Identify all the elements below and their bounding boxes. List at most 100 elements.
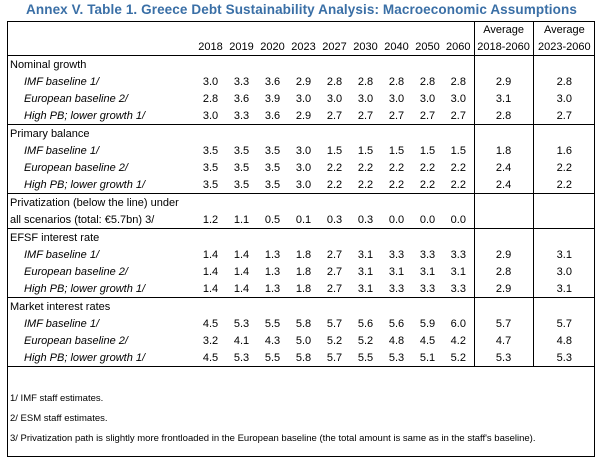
table-row: European baseline 2/3.2 4.1 4.3 5.0 5.2 5.2 4.… xyxy=(7,332,596,349)
value-cell: 1.5 xyxy=(326,144,343,157)
avg2-cell: 3.0 xyxy=(532,90,596,107)
value-cell: 1.4 xyxy=(202,265,219,278)
value-cell: 3.5 xyxy=(233,161,250,174)
section-label: Market interest rates xyxy=(7,297,195,315)
value-cell: 3.3 xyxy=(450,282,466,295)
table-row: European baseline 2/3.5 3.5 3.5 3.0 2.2 2.2 2.… xyxy=(7,159,596,176)
avg1-header-top: Average xyxy=(473,21,534,38)
row-label: High PB; lower growth 1/ xyxy=(24,178,146,191)
header-row-top: Average Average xyxy=(7,21,596,38)
value-cell: 5.3 xyxy=(388,351,405,364)
value-cell: 1.8 xyxy=(295,248,312,261)
footnote: 2/ ESM staff estimates. xyxy=(10,413,108,424)
value-cell: 3.0 xyxy=(450,92,466,105)
value-cell: 2.7 xyxy=(388,109,405,122)
year-header: 2030 xyxy=(353,40,378,53)
value-cell: 3.3 xyxy=(233,75,250,88)
avg1-cell xyxy=(473,193,534,211)
value-cell: 2.2 xyxy=(357,178,374,191)
avg2-cell: 1.6 xyxy=(532,142,596,159)
avg2-cell: 4.8 xyxy=(532,332,596,349)
value-cell: 5.1 xyxy=(419,351,436,364)
value-cell: 2.7 xyxy=(326,248,343,261)
value-cell: 3.0 xyxy=(295,178,312,191)
avg1-cell xyxy=(473,228,534,246)
value-cell: 5.3 xyxy=(233,317,250,330)
row-label: High PB; lower growth 1/ xyxy=(24,109,146,122)
avg1-header-bottom: 2018-2060 xyxy=(473,38,534,56)
value-cell: 4.5 xyxy=(419,334,436,347)
avg2-cell: 2.2 xyxy=(532,159,596,176)
value-cell: 2.2 xyxy=(450,178,466,191)
value-cell: 2.9 xyxy=(295,75,312,88)
value-cell: 3.3 xyxy=(388,248,405,261)
avg1-cell: 2.8 xyxy=(473,263,534,280)
avg2-cell xyxy=(532,55,596,73)
value-cell: 5.6 xyxy=(388,317,405,330)
year-header: 2040 xyxy=(384,40,409,53)
value-cell: 3.0 xyxy=(295,92,312,105)
privatization-values-row: all scenarios (total: €5.7bn) 3/1.2 1.1 0.… xyxy=(7,211,596,229)
value-cell: 0.5 xyxy=(264,213,281,226)
avg1-cell: 2.4 xyxy=(473,176,534,194)
value-cell: 1.3 xyxy=(264,265,281,278)
row-label: European baseline 2/ xyxy=(24,161,128,174)
privatization-row: Privatization (below the line) under xyxy=(7,193,596,211)
year-header: 2027 xyxy=(322,40,347,53)
value-cell: 2.7 xyxy=(326,282,343,295)
footnote: 1/ IMF staff estimates. xyxy=(10,393,104,404)
avg2-cell: 2.7 xyxy=(532,107,596,125)
value-cell: 2.2 xyxy=(357,161,374,174)
row-label: IMF baseline 1/ xyxy=(24,317,100,330)
table-body: Average Average 2018 2019 2020 2023 2027… xyxy=(7,21,596,367)
value-cell: 5.7 xyxy=(326,351,343,364)
value-cell: 2.2 xyxy=(388,178,405,191)
value-cell: 1.3 xyxy=(264,248,281,261)
avg2-cell xyxy=(532,124,596,142)
avg2-cell: 5.7 xyxy=(532,315,596,332)
row-label: High PB; lower growth 1/ xyxy=(24,351,146,364)
value-cell: 2.7 xyxy=(326,265,343,278)
value-cell: 4.1 xyxy=(233,334,250,347)
value-cell: 2.8 xyxy=(326,75,343,88)
value-cell: 3.0 xyxy=(326,92,343,105)
value-cell: 3.0 xyxy=(388,92,405,105)
value-cell: 1.5 xyxy=(388,144,405,157)
privatization-label-line1: Privatization (below the line) under xyxy=(7,193,195,211)
header-blank xyxy=(7,21,195,38)
section-header-row: Primary balance xyxy=(7,124,596,142)
value-cell: 0.0 xyxy=(450,213,466,226)
value-cell: 2.9 xyxy=(295,109,312,122)
value-cell: 5.3 xyxy=(233,351,250,364)
value-cell: 5.0 xyxy=(295,334,312,347)
avg2-cell: 3.1 xyxy=(532,246,596,263)
value-cell: 5.2 xyxy=(357,334,374,347)
avg1-cell xyxy=(473,124,534,142)
value-cell: 4.5 xyxy=(202,351,219,364)
avg1-cell: 3.1 xyxy=(473,90,534,107)
table-row: IMF baseline 1/3.0 3.3 3.6 2.9 2.8 2.8 2.8 2.8 2… xyxy=(7,73,596,90)
value-cell: 3.5 xyxy=(264,178,281,191)
value-cell: 3.0 xyxy=(295,161,312,174)
blank-cell xyxy=(195,228,475,246)
value-cell: 1.5 xyxy=(419,144,436,157)
value-cell: 1.4 xyxy=(202,282,219,295)
table-row: IMF baseline 1/3.5 3.5 3.5 3.0 1.5 1.5 1.5 1.5 1… xyxy=(7,142,596,159)
table-row: High PB; lower growth 1/4.5 5.3 5.5 5.8 5.7 5… xyxy=(7,349,596,367)
avg1-cell: 5.3 xyxy=(473,349,534,367)
avg2-header-top: Average xyxy=(532,21,596,38)
value-cell: 1.4 xyxy=(233,265,250,278)
blank-cell xyxy=(195,297,475,315)
avg2-header-bottom: 2023-2060 xyxy=(532,38,596,56)
value-cell: 5.9 xyxy=(419,317,436,330)
table-bottom-rule xyxy=(7,366,596,367)
blank-cell xyxy=(195,124,475,142)
avg2-cell xyxy=(532,193,596,211)
section-header-row: EFSF interest rate xyxy=(7,228,596,246)
footnote: 3/ Privatization path is slightly more f… xyxy=(10,433,536,444)
avg1-cell: 5.7 xyxy=(473,315,534,332)
value-cell: 4.8 xyxy=(388,334,405,347)
value-cell: 4.5 xyxy=(202,317,219,330)
footnotes: 1/ IMF staff estimates. 2/ ESM staff est… xyxy=(10,389,536,449)
value-cell: 3.3 xyxy=(419,282,436,295)
